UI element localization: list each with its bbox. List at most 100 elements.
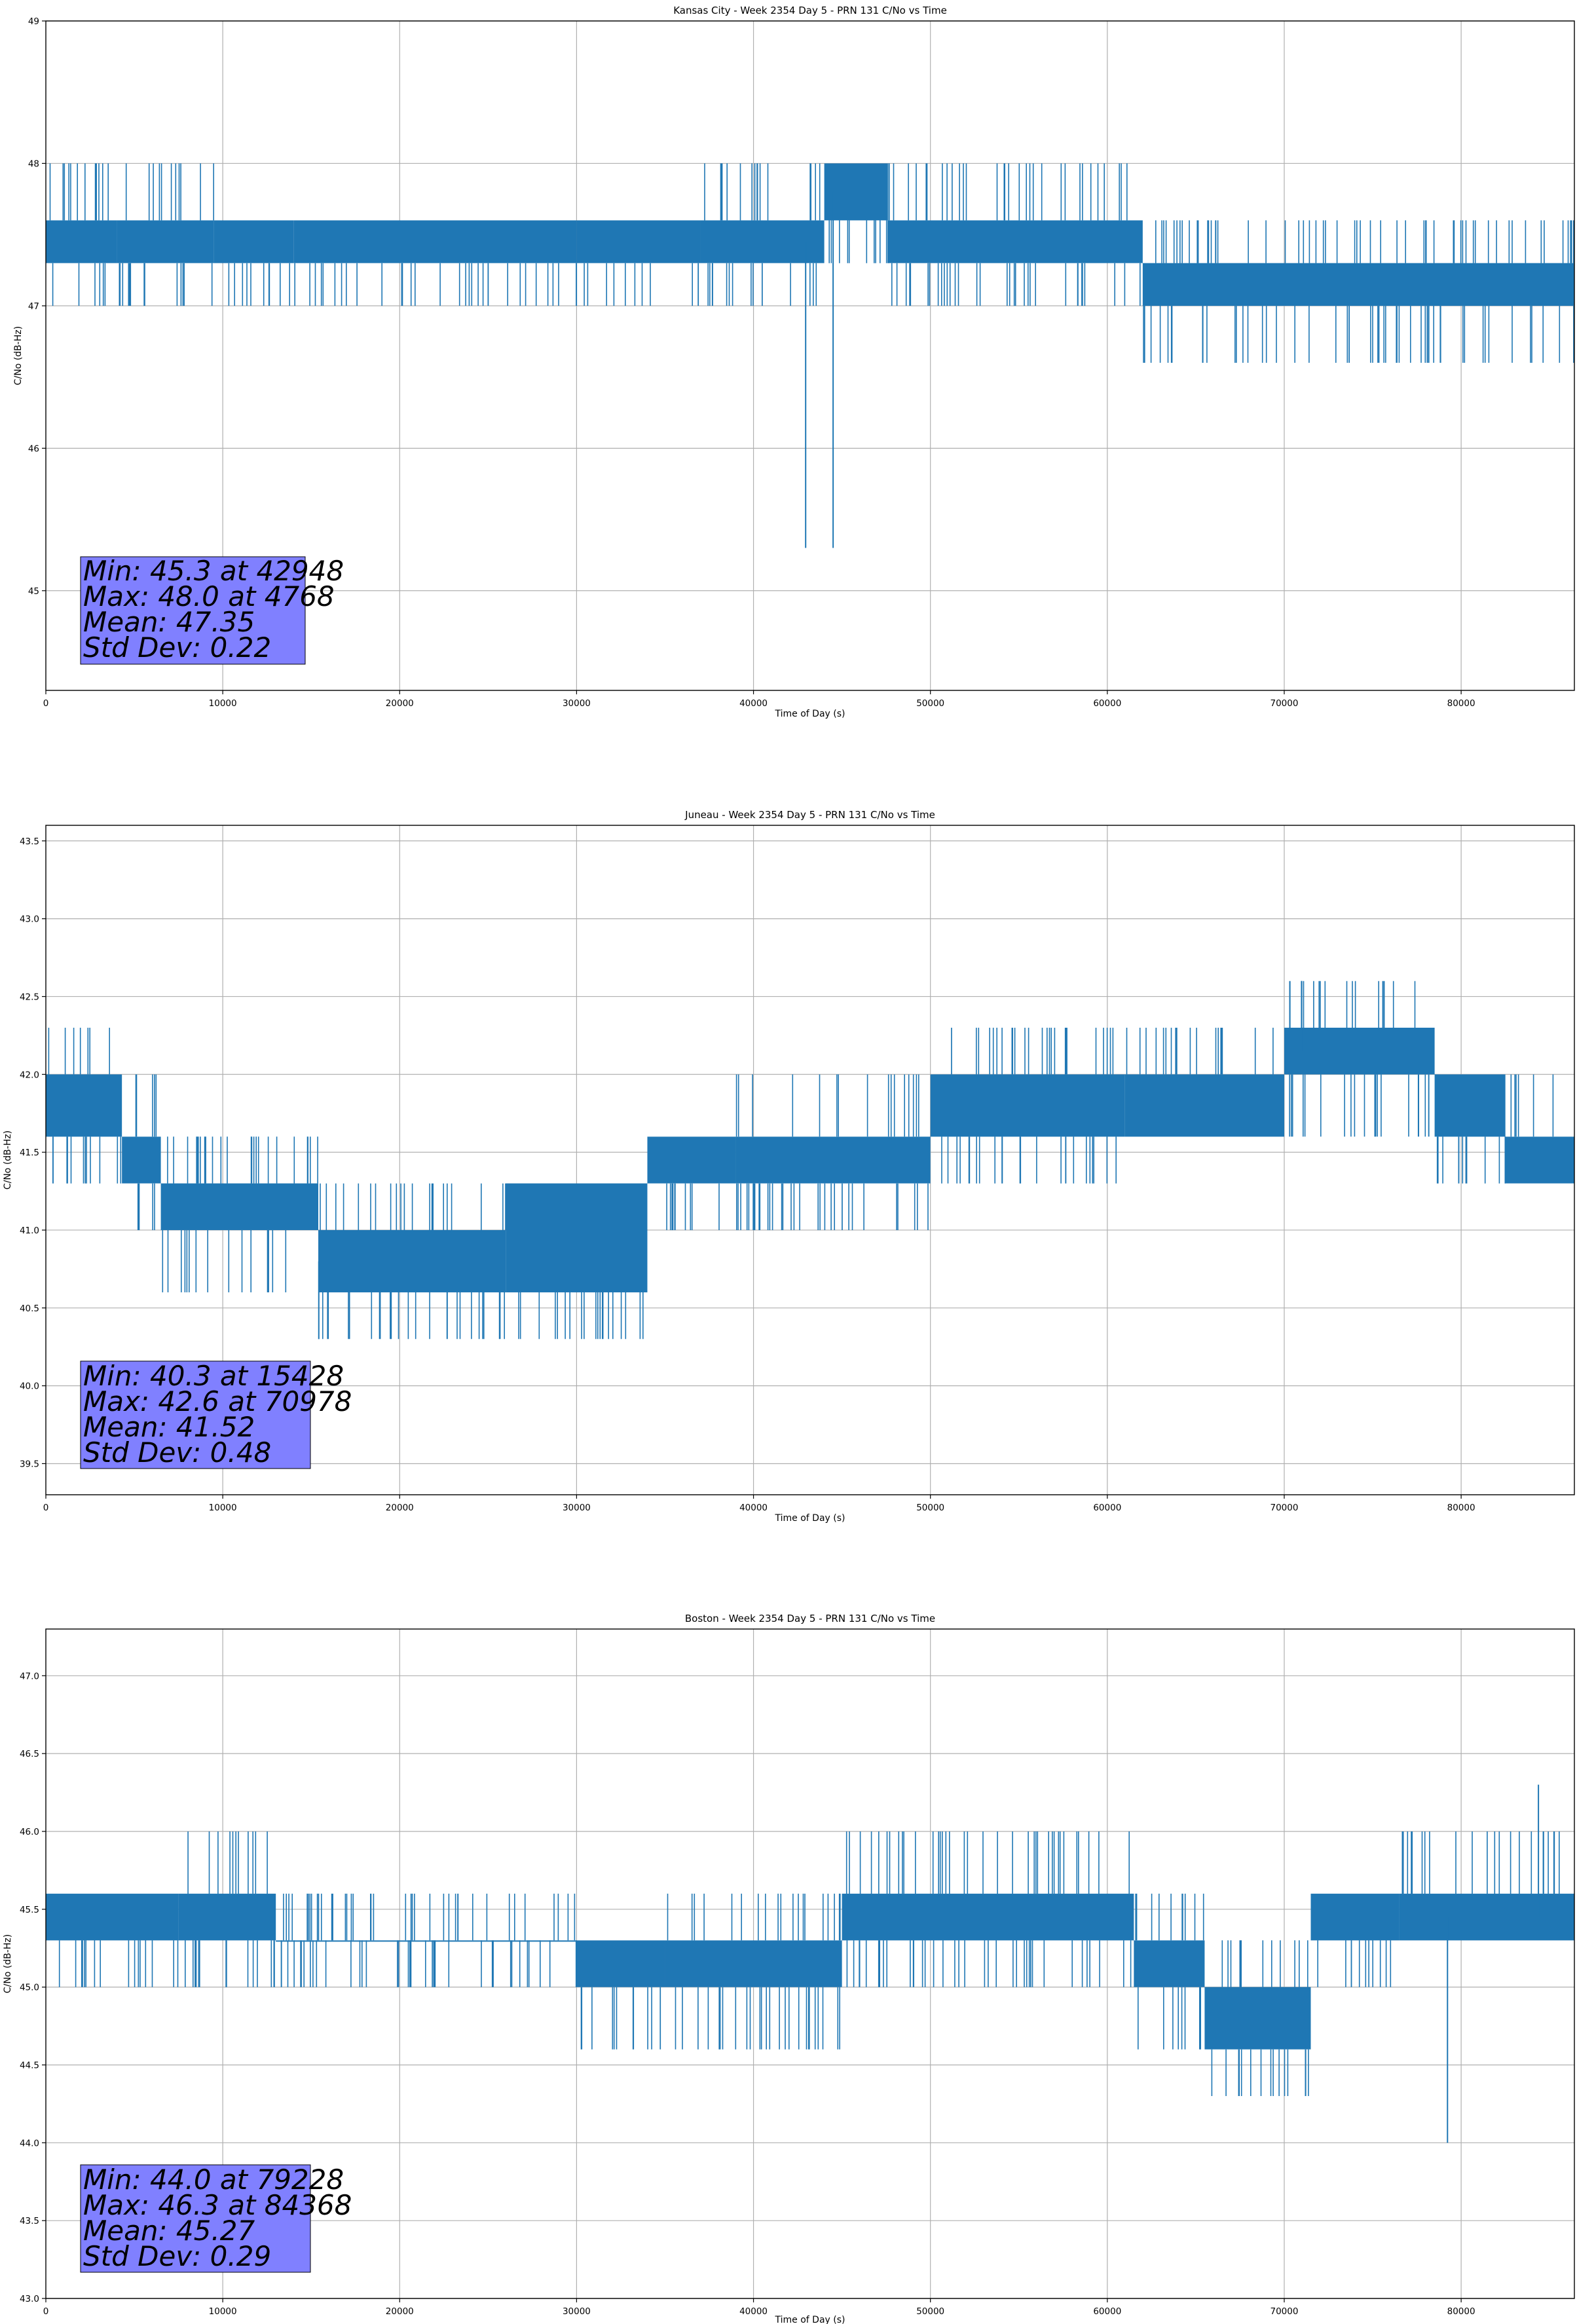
y-tick-label: 45.5 — [20, 1905, 39, 1915]
series-band — [46, 1894, 179, 1941]
x-tick-label: 0 — [43, 698, 49, 709]
series-band — [576, 220, 701, 263]
y-tick-label: 48 — [28, 159, 39, 169]
stat-max: Max: 46.3 at 84368 — [83, 2189, 352, 2221]
x-tick-label: 0 — [43, 2306, 49, 2317]
y-tick-label: 44.0 — [20, 2138, 39, 2148]
series-band — [887, 220, 1143, 263]
y-tick-label: 43.5 — [20, 836, 39, 847]
y-tick-label: 42.0 — [20, 1070, 39, 1080]
series-band — [1284, 1027, 1435, 1075]
series-spikes — [48, 1028, 122, 1184]
x-tick-label: 10000 — [209, 698, 237, 709]
chart-title: Kansas City - Week 2354 Day 5 - PRN 131 … — [673, 5, 947, 16]
series-spikes — [704, 163, 821, 306]
x-axis-label: Time of Day (s) — [775, 2315, 845, 2324]
plot-frame — [45, 825, 1575, 1495]
series-band — [735, 1136, 931, 1184]
stats-box-background — [80, 556, 306, 665]
series-band — [1434, 1074, 1506, 1137]
series-spikes — [119, 163, 214, 306]
y-tick-label: 45 — [28, 586, 39, 597]
x-tick-label: 80000 — [1447, 698, 1475, 709]
series-band — [46, 1074, 122, 1137]
stats-box: Min: 40.3 at 15428 Max: 42.6 at 70978 Me… — [80, 1360, 352, 1469]
series-spikes — [580, 1987, 661, 2050]
series-spikes — [1143, 220, 1574, 363]
x-tick-label: 0 — [43, 1503, 49, 1513]
series-band — [824, 163, 888, 221]
x-tick-label: 50000 — [916, 698, 944, 709]
series-line — [46, 981, 1574, 1340]
y-tick-label: 41.0 — [20, 1226, 39, 1236]
series-band — [576, 1940, 665, 1987]
stat-min: Min: 45.3 at 42948 — [83, 555, 344, 587]
series-spikes — [735, 1074, 929, 1230]
y-tick-label: 42.5 — [20, 992, 39, 1002]
x-tick-label: 30000 — [563, 2306, 591, 2317]
x-axis-label: Time of Day (s) — [775, 709, 845, 719]
stat-std-dev: Std Dev: 0.48 — [83, 1436, 271, 1469]
axis-ticks: 0 10000 20000 30000 40000 50000 60000 70000 8000… — [20, 836, 1475, 1513]
series-line — [46, 1784, 1574, 2143]
stat-mean: Mean: 45.27 — [83, 2215, 255, 2247]
series-band — [160, 1183, 319, 1230]
x-tick-label: 40000 — [739, 1503, 768, 1513]
series-spikes — [1401, 1831, 1560, 1894]
series-band — [1399, 1894, 1574, 1941]
series-band — [647, 1136, 736, 1184]
chart-kansas-city: Kansas City - Week 2354 Day 5 - PRN 131 … — [13, 5, 1575, 719]
plot-frame — [45, 1628, 1575, 2299]
y-tick-label: 49 — [28, 16, 39, 27]
series-band — [1134, 1940, 1205, 1987]
series-line — [46, 163, 1574, 548]
chart-title: Boston - Week 2354 Day 5 - PRN 131 C/No … — [685, 1613, 935, 1624]
series-spikes — [666, 1183, 720, 1230]
series-band — [700, 220, 825, 263]
stats-box: Min: 45.3 at 42948 Max: 48.0 at 4768 Mea… — [80, 555, 344, 665]
series-band — [1505, 1136, 1574, 1184]
x-tick-label: 60000 — [1093, 698, 1121, 709]
series-band — [117, 220, 214, 263]
series-spikes — [58, 1940, 179, 1987]
stat-mean: Mean: 47.35 — [83, 606, 255, 638]
series-band — [178, 1894, 276, 1941]
axis-ticks: 0 10000 20000 30000 40000 50000 60000 70000 8000… — [28, 16, 1475, 709]
series-spikes — [228, 263, 290, 306]
stat-max: Max: 48.0 at 4768 — [83, 580, 335, 612]
x-tick-label: 80000 — [1447, 2306, 1475, 2317]
x-tick-label: 60000 — [1093, 2306, 1121, 2317]
y-tick-label: 40.0 — [20, 1381, 39, 1392]
series-band — [665, 1940, 842, 1987]
stat-mean: Mean: 41.52 — [83, 1411, 255, 1443]
chart-juneau: Juneau - Week 2354 Day 5 - PRN 131 C/No … — [3, 809, 1575, 1524]
series-band — [842, 1894, 1134, 1941]
x-tick-label: 10000 — [209, 2306, 237, 2317]
x-tick-label: 30000 — [563, 1503, 591, 1513]
series-band — [1124, 1074, 1284, 1137]
series-band — [1310, 1894, 1400, 1941]
stat-std-dev: Std Dev: 0.22 — [83, 631, 271, 664]
series-band — [1142, 263, 1574, 306]
series-band — [213, 220, 294, 263]
series-band — [293, 220, 577, 263]
series-spikes — [845, 1831, 1132, 1987]
y-axis-label: C/No (dB-Hz) — [3, 1131, 13, 1190]
axis-ticks: 0 10000 20000 30000 40000 50000 60000 70000 8000… — [20, 1671, 1475, 2317]
series-band — [46, 220, 117, 263]
series-spikes — [1317, 1940, 1392, 1987]
x-tick-label: 30000 — [563, 698, 591, 709]
series-band — [506, 1183, 648, 1293]
y-tick-label: 41.5 — [20, 1148, 39, 1158]
x-axis-label: Time of Day (s) — [775, 1513, 845, 1524]
y-tick-label: 43.0 — [20, 914, 39, 925]
series-spikes — [320, 1183, 506, 1340]
series-band — [122, 1136, 161, 1184]
series-spikes — [185, 1831, 275, 1987]
stat-std-dev: Std Dev: 0.29 — [83, 2240, 271, 2272]
y-tick-label: 40.5 — [20, 1303, 39, 1314]
chart-boston: Boston - Week 2354 Day 5 - PRN 131 C/No … — [3, 1613, 1575, 2324]
series-spikes — [1126, 1028, 1274, 1075]
x-tick-label: 60000 — [1093, 1503, 1121, 1513]
